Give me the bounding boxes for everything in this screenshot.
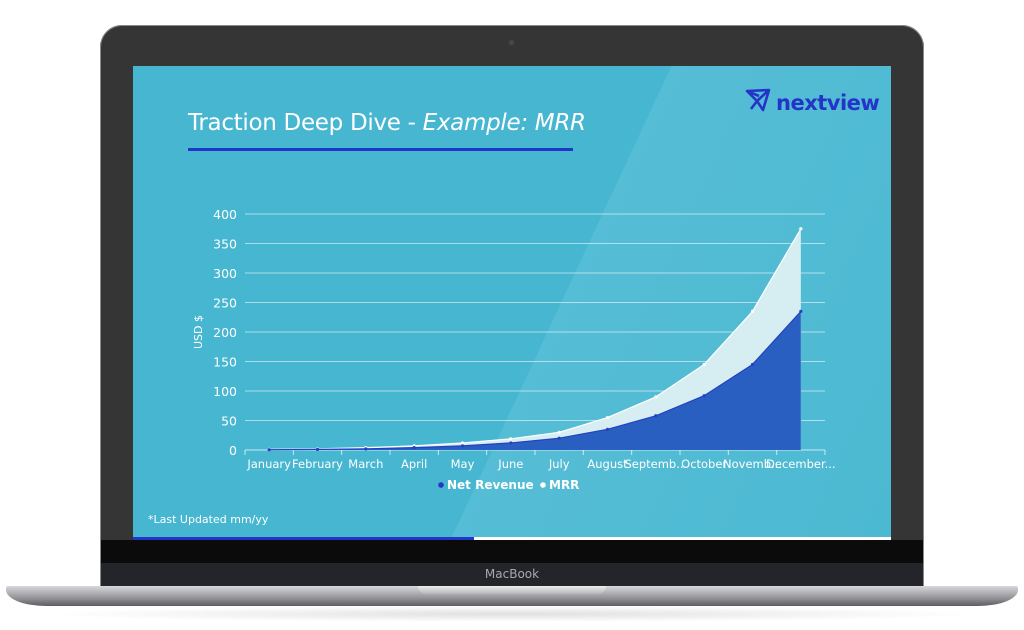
mrr-point [702,362,706,367]
y-tick-label: 0 [229,443,237,458]
y-tick-label: 300 [213,266,237,281]
x-tick-label: May [451,457,475,471]
mrr-point [509,437,513,441]
x-tick-label: Septemb... [624,457,687,471]
net-revenue-point [654,414,658,418]
y-axis-label: USD $ [192,315,205,349]
slide-progress-track [133,537,891,540]
slide-screen: Traction Deep Dive - Example: MRR nextvi… [133,66,891,540]
legend-item[interactable]: MRR [549,478,579,492]
x-tick-label: October [681,457,727,471]
laptop-base [6,586,1018,606]
net-revenue-point [557,436,561,440]
mrr-point [654,395,658,399]
net-revenue-point [509,441,513,445]
mrr-line [269,228,802,451]
mrr-point [557,430,561,434]
x-tick-label: April [401,457,427,471]
chart-legend: Net Revenue MRR [438,478,579,492]
legend-marker-icon [438,482,444,488]
net-revenue-point [702,394,706,398]
y-tick-label: 150 [213,355,237,370]
mrr-area [269,228,801,450]
logo-text: nextview [776,90,880,115]
net-revenue-point [267,448,271,452]
net-revenue-point [315,447,320,452]
y-tick-label: 400 [213,207,237,222]
x-tick-label: January [246,457,291,471]
x-tick-label: December... [766,457,836,471]
mrr-point [799,227,803,231]
lid-notch [418,586,606,594]
slide-progress-fill [133,537,475,540]
mrr-area-chart: 0 50 100 150 200 250 300 350 400 USD $ January Febr… [192,207,836,492]
last-updated-footnote: *Last Updated mm/yy [148,513,269,526]
net-revenue-area [269,311,801,450]
net-revenue-point [799,309,803,313]
title-italic: Example: MRR [422,110,586,136]
nextview-logo: nextview [745,88,880,117]
y-tick-label: 50 [221,414,237,429]
mrr-point [750,309,755,313]
x-tick-label: June [497,457,523,471]
title-underline [188,148,573,151]
legend-marker-icon [540,482,546,488]
y-tick-label: 350 [213,237,237,252]
slide-title: Traction Deep Dive - Example: MRR [188,110,586,136]
laptop-chin [101,563,923,586]
x-tick-label: March [348,457,383,471]
x-tick-label: July [548,457,570,471]
net-revenue-line [269,310,802,451]
mrr-point [460,441,465,445]
net-revenue-point [605,427,610,431]
y-tick-label: 250 [213,296,237,311]
x-tick-label: August [587,457,628,471]
laptop-shadow [40,606,984,622]
y-tick-label: 100 [213,384,237,399]
mrr-point [605,415,610,420]
title-main: Traction Deep Dive - [188,110,423,136]
net-revenue-point [750,362,755,367]
net-revenue-point [460,444,465,448]
device-label: MacBook [484,567,540,581]
x-tick-label: February [292,457,343,471]
x-tick-label: Novemb... [723,457,782,471]
bottom-bezel [101,540,923,564]
camera-icon [508,39,515,46]
net-revenue-point [364,447,368,451]
paper-plane-icon [745,88,771,117]
net-revenue-point [412,446,416,450]
legend-item[interactable]: Net Revenue [447,478,534,492]
y-tick-label: 200 [213,325,237,340]
